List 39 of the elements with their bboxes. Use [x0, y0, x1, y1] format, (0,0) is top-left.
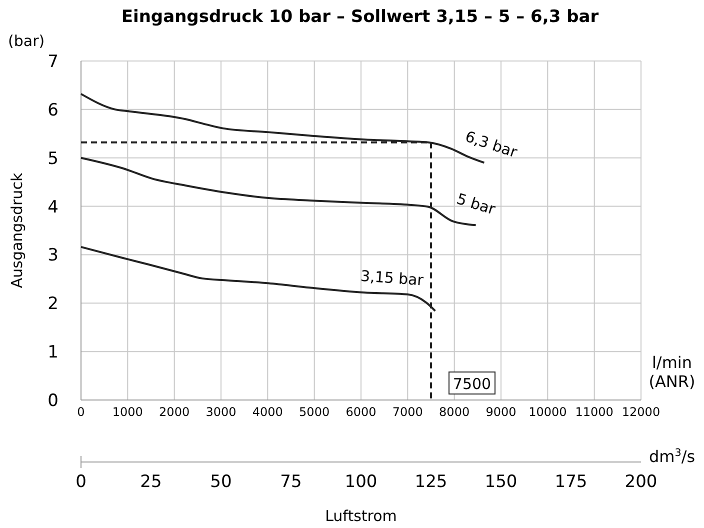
x-tick-label: 5000: [299, 405, 330, 419]
y-tick-label: 6: [48, 100, 58, 120]
x2-tick-label: 50: [210, 472, 232, 492]
ref-line-label: 7500: [452, 375, 492, 393]
text: (bar): [8, 32, 45, 50]
x2-tick-label: 0: [76, 472, 86, 492]
y-tick-label: 1: [48, 342, 58, 363]
y-tick-label: 2: [48, 294, 58, 314]
y-axis-title: Ausgangsdruck: [8, 172, 26, 288]
x-tick-label: 12000: [622, 405, 660, 419]
x-tick-label: 6000: [346, 405, 376, 419]
chart-title: Eingangsdruck 10 bar – Sollwert 3,15 – 5 – 6,3 bar: [121, 7, 600, 27]
x2-tick-label: 125: [414, 472, 448, 492]
x-tick-label: 2000: [159, 405, 190, 419]
x2-tick-label: 100: [344, 472, 378, 492]
x2-tick-label: 200: [624, 472, 658, 492]
x2-tick-label: 175: [554, 472, 588, 492]
y-tick-label: 4: [48, 197, 58, 218]
text: 6,3 bar: [462, 127, 520, 162]
text: Luftstrom: [325, 507, 397, 525]
y-tick-label: 7: [48, 52, 58, 72]
x2-tick-label: 150: [484, 472, 518, 492]
y-tick-label: 5: [48, 148, 58, 169]
y-tick-label: 3: [48, 246, 58, 266]
x-tick-label: 0: [77, 405, 85, 419]
x-tick-label: 8000: [439, 405, 470, 419]
x-axis-title: l/min (ANR): [648, 353, 696, 391]
text: 5 bar: [454, 190, 498, 219]
x-tick-label: 3000: [206, 405, 236, 419]
x-tick-label: 10000: [528, 405, 567, 419]
x2-tick-label: 25: [140, 472, 162, 492]
x-tick-label: 1000: [112, 405, 143, 419]
x-tick-label: 7000: [392, 405, 423, 419]
x-tick-label: 4000: [252, 405, 283, 419]
series-label: 3,15 bar: [360, 266, 425, 290]
x2-axis-title: dm$^{3}$/s: [648, 447, 696, 466]
x2-tick-label: 75: [280, 472, 302, 492]
x-tick-label: 9000: [486, 405, 516, 419]
x-tick-label: 11000: [575, 405, 614, 419]
